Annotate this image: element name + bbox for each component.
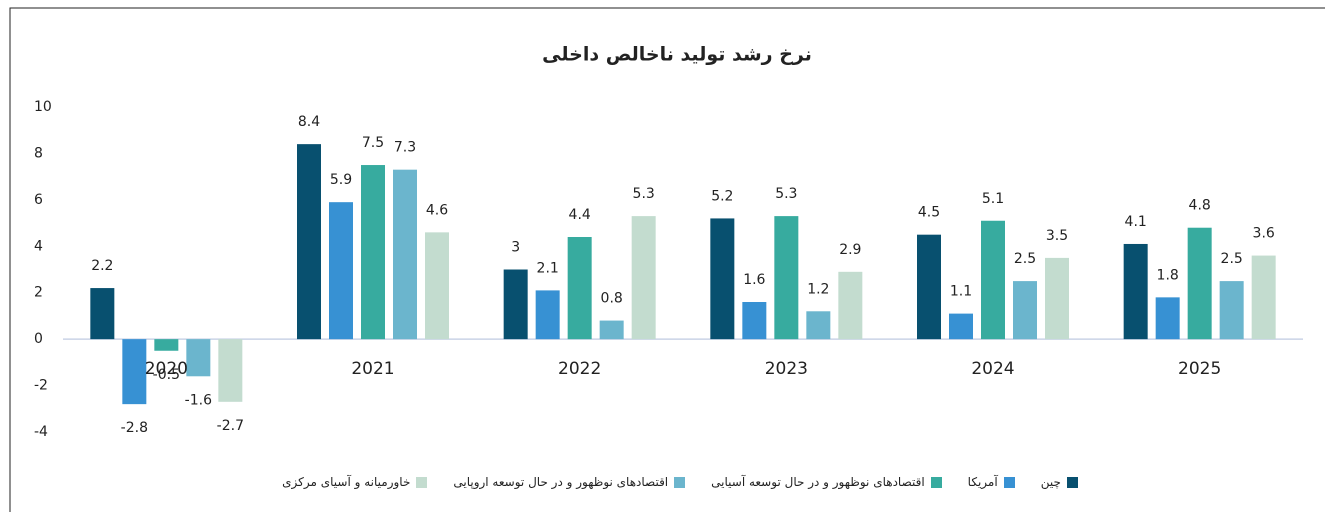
y-tick-label: -4 xyxy=(34,424,48,440)
value-label: 7.5 xyxy=(362,135,384,151)
value-label: 5.2 xyxy=(711,188,733,204)
legend-item: چین xyxy=(1041,472,1078,492)
value-label: 1.1 xyxy=(950,284,972,300)
value-label: 4.6 xyxy=(426,202,448,218)
x-tick-label: 2023 xyxy=(765,359,808,379)
bar xyxy=(917,234,941,340)
value-label: 5.9 xyxy=(330,172,352,188)
bar xyxy=(154,339,179,351)
bar xyxy=(361,165,385,340)
value-label: 1.2 xyxy=(807,281,829,297)
bar xyxy=(1123,243,1148,340)
y-tick-label: 6 xyxy=(34,192,43,208)
value-label: 0.8 xyxy=(601,291,623,307)
legend-swatch xyxy=(1003,476,1015,488)
bar xyxy=(774,216,799,340)
y-tick-label: 0 xyxy=(34,331,43,347)
y-tick-label: 2 xyxy=(34,285,43,301)
legend: چین آمریکا اقتصادهای نوظهور و در حال توسعه… xyxy=(60,472,1300,492)
bar xyxy=(742,302,767,340)
value-label: 5.3 xyxy=(633,186,655,202)
legend-swatch xyxy=(1066,476,1078,488)
bar xyxy=(503,269,528,340)
bar xyxy=(599,320,624,340)
value-label: 2.5 xyxy=(1014,251,1036,267)
value-label: 2.1 xyxy=(537,260,559,276)
legend-swatch xyxy=(930,476,942,488)
y-tick-label: 4 xyxy=(34,238,43,254)
x-tick-label: 2020 xyxy=(145,359,188,379)
value-label: 5.1 xyxy=(982,191,1004,207)
bar xyxy=(838,271,863,340)
legend-label: خاورمیانه و آسیای مرکزی xyxy=(282,475,411,489)
bar xyxy=(122,339,147,405)
bar xyxy=(806,311,831,340)
x-tick-label: 2025 xyxy=(1178,359,1221,379)
bar xyxy=(710,218,735,340)
value-label: 2.5 xyxy=(1221,251,1243,267)
value-label: 3.6 xyxy=(1253,226,1275,242)
bar xyxy=(1155,297,1180,340)
legend-label: چین xyxy=(1040,475,1061,489)
value-label: 2.2 xyxy=(91,258,113,274)
value-label: -0.5 xyxy=(153,367,180,383)
bar xyxy=(218,339,243,402)
value-label: -2.8 xyxy=(121,420,148,436)
x-tick-label: 2024 xyxy=(971,359,1014,379)
legend-swatch xyxy=(674,476,686,488)
value-label: 1.6 xyxy=(743,272,765,288)
x-tick-label: 2021 xyxy=(351,359,394,379)
value-label: 4.5 xyxy=(918,205,940,221)
bar xyxy=(1251,255,1276,340)
value-label: 2.9 xyxy=(839,242,861,258)
bar xyxy=(1045,257,1069,340)
legend-item: اقتصادهای نوظهور و در حال توسعه اروپایی xyxy=(453,472,686,492)
bar xyxy=(1219,281,1244,340)
value-label: 3.5 xyxy=(1046,228,1068,244)
bar xyxy=(567,237,592,340)
value-label: 4.8 xyxy=(1189,198,1211,214)
legend-label: آمریکا xyxy=(967,475,998,489)
bar xyxy=(1013,281,1037,340)
value-label: 7.3 xyxy=(394,140,416,156)
chart-title: نرخ رشد تولید ناخالص داخلی xyxy=(542,44,812,66)
bar xyxy=(297,144,321,340)
value-label: 5.3 xyxy=(775,186,797,202)
bar xyxy=(90,288,115,340)
y-tick-label: 8 xyxy=(34,145,43,161)
value-label: 1.8 xyxy=(1157,267,1179,283)
legend-item: آمریکا xyxy=(968,472,1015,492)
legend-item: اقتصادهای نوظهور و در حال توسعه آسیایی xyxy=(711,472,942,492)
legend-swatch xyxy=(416,476,428,488)
legend-item: خاورمیانه و آسیای مرکزی xyxy=(282,472,428,492)
value-label: 4.4 xyxy=(569,207,591,223)
frame xyxy=(9,7,1325,512)
y-tick-label: 10 xyxy=(34,99,52,115)
bar xyxy=(631,216,656,340)
legend-label: اقتصادهای نوظهور و در حال توسعه اروپایی xyxy=(453,475,669,489)
value-label: 4.1 xyxy=(1125,214,1147,230)
bar xyxy=(949,313,973,340)
bar xyxy=(535,290,560,340)
x-tick-label: 2022 xyxy=(558,359,601,379)
value-label: -1.6 xyxy=(185,392,212,408)
bar xyxy=(393,169,417,340)
value-label: 3 xyxy=(511,240,520,256)
bar xyxy=(1187,227,1212,340)
y-tick-label: -2 xyxy=(34,378,48,394)
value-label: -2.7 xyxy=(217,418,244,434)
bar xyxy=(329,202,353,340)
bar xyxy=(186,339,211,377)
bar xyxy=(425,232,449,340)
legend-label: اقتصادهای نوظهور و در حال توسعه آسیایی xyxy=(711,475,925,489)
bar xyxy=(981,220,1005,340)
value-label: 8.4 xyxy=(298,114,320,130)
